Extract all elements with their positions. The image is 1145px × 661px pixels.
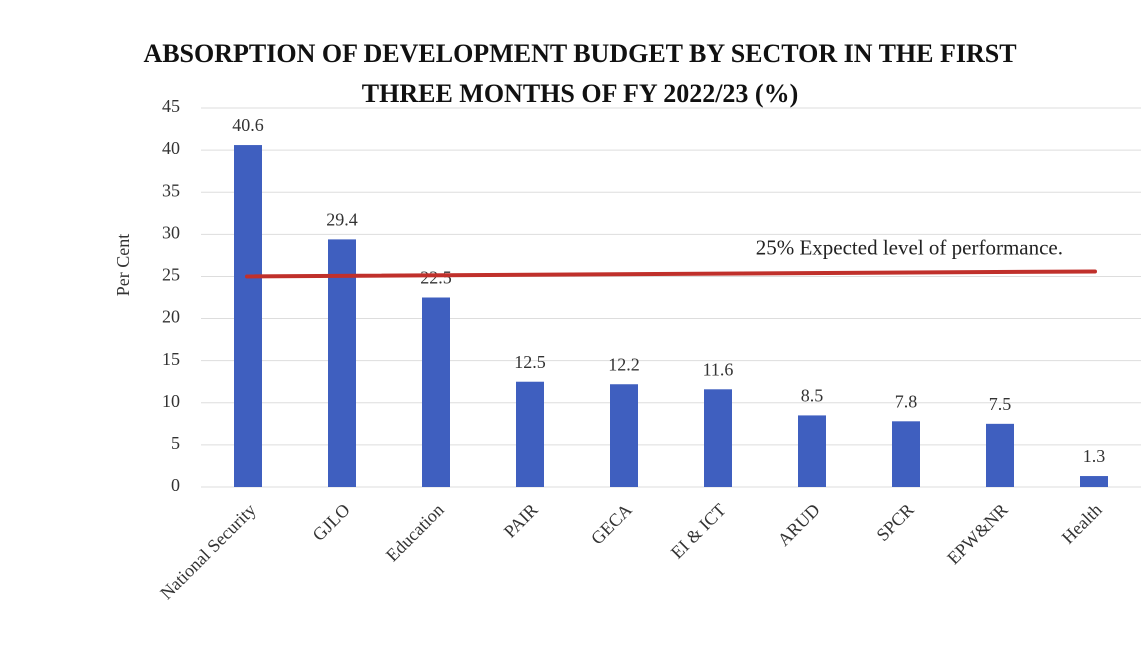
bar bbox=[234, 145, 262, 487]
data-label: 7.8 bbox=[895, 391, 918, 411]
y-tick-label: 25 bbox=[162, 265, 180, 285]
data-label: 12.5 bbox=[514, 352, 546, 372]
bar bbox=[892, 421, 920, 487]
bar bbox=[422, 297, 450, 487]
y-tick-label: 45 bbox=[162, 96, 180, 116]
x-tick-label: National Security bbox=[156, 500, 260, 604]
y-tick-label: 20 bbox=[162, 307, 180, 327]
data-label: 22.5 bbox=[420, 268, 452, 288]
bar bbox=[328, 239, 356, 487]
bar bbox=[610, 384, 638, 487]
x-tick-label: ARUD bbox=[774, 500, 824, 550]
bar bbox=[798, 415, 826, 487]
y-axis-label: Per Cent bbox=[113, 234, 133, 297]
bar bbox=[1080, 476, 1108, 487]
data-label: 29.4 bbox=[326, 210, 358, 230]
data-label: 1.3 bbox=[1083, 446, 1106, 466]
x-tick-label: Health bbox=[1058, 500, 1106, 548]
x-tick-label: EPW&NR bbox=[943, 500, 1012, 569]
data-label: 11.6 bbox=[703, 359, 734, 379]
x-tick-label: GECA bbox=[587, 500, 636, 549]
y-tick-label: 30 bbox=[162, 222, 180, 242]
data-label: 12.2 bbox=[608, 354, 640, 374]
chart-title: ABSORPTION OF DEVELOPMENT BUDGET BY SECT… bbox=[143, 39, 1017, 108]
y-tick-label: 15 bbox=[162, 349, 180, 369]
reference-line bbox=[245, 269, 1097, 279]
bar bbox=[986, 423, 1014, 487]
data-label: 7.5 bbox=[989, 394, 1012, 414]
x-tick-label: PAIR bbox=[500, 500, 542, 542]
reference-label: 25% Expected level of performance. bbox=[756, 235, 1063, 259]
y-tick-label: 10 bbox=[162, 391, 180, 411]
data-label: 40.6 bbox=[232, 115, 264, 135]
x-tick-label: Education bbox=[382, 500, 448, 566]
bar bbox=[516, 381, 544, 487]
x-tick-label: SPCR bbox=[872, 500, 917, 545]
x-tick-label: EI & ICT bbox=[667, 500, 730, 563]
bar bbox=[704, 389, 732, 487]
y-tick-label: 0 bbox=[171, 475, 180, 495]
y-tick-label: 40 bbox=[162, 138, 180, 158]
y-tick-label: 35 bbox=[162, 180, 180, 200]
y-tick-label: 5 bbox=[171, 433, 180, 453]
data-label: 8.5 bbox=[801, 386, 824, 406]
x-tick-label: GJLO bbox=[308, 500, 353, 545]
